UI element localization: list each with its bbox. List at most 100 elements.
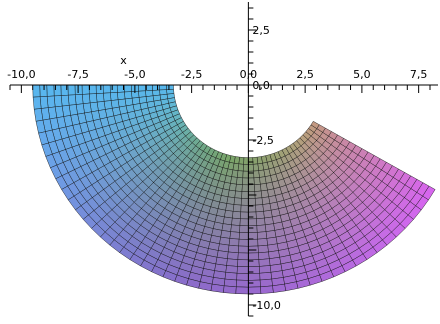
y-tick-label: 0,0 xyxy=(252,79,269,92)
surface-cell-341 xyxy=(240,204,249,213)
surface-cell-249 xyxy=(227,189,236,199)
surface-cell-90 xyxy=(152,84,160,91)
surface-cell-181 xyxy=(138,90,147,98)
surface-cell-295 xyxy=(233,197,242,206)
surface-cell-478 xyxy=(256,224,267,233)
surface-cell-899 xyxy=(422,185,436,201)
surface-cell-340 xyxy=(232,204,242,213)
y-tick-label: -2,5 xyxy=(252,134,273,147)
surface-cell-430 xyxy=(231,217,241,226)
surface-cell-163 xyxy=(253,177,261,185)
surface-cell-721 xyxy=(53,95,63,108)
surface-cell-208 xyxy=(254,183,262,192)
surface-cell-810 xyxy=(39,84,48,98)
x-tick-label: -5,0 xyxy=(124,68,145,81)
surface-cell-657 xyxy=(248,252,260,261)
surface-cell-476 xyxy=(239,225,249,233)
surface-cell-451 xyxy=(96,92,105,103)
surface-cell-655 xyxy=(227,251,239,260)
surface-cell-748 xyxy=(259,265,272,274)
surface-cell-540 xyxy=(81,84,90,95)
surface-cell-475 xyxy=(230,224,241,233)
surface-cell-746 xyxy=(236,266,249,274)
surface-cell-432 xyxy=(248,218,258,227)
surface-cell-837 xyxy=(248,279,261,288)
surface-cell-160 xyxy=(236,177,244,185)
surface-cell-270 xyxy=(123,84,132,93)
surface-cell-566 xyxy=(238,238,249,247)
surface-cell-613 xyxy=(257,244,269,254)
x-tick-label: -10,0 xyxy=(7,68,35,81)
surface-cell-0 xyxy=(166,84,174,90)
surface-cell-541 xyxy=(81,93,91,104)
surface-cell-838 xyxy=(259,278,273,288)
surface-cell-296 xyxy=(240,198,249,206)
surface-cell-431 xyxy=(239,218,249,227)
surface-cell-522 xyxy=(248,232,258,240)
surface-cell-611 xyxy=(238,245,249,254)
surface-cell-836 xyxy=(235,279,249,288)
surface-cell-25 xyxy=(238,156,245,165)
surface-cell-26 xyxy=(243,157,249,165)
surface-cell-766 xyxy=(46,95,56,108)
surface-cell-72 xyxy=(248,164,254,172)
surface-cell-496 xyxy=(89,93,98,104)
x-axis-ticks: -10,0 -7,5 -5,0 -2,5 0,0 2,5 5,0 7,5 xyxy=(7,68,431,93)
surface-cell-700 xyxy=(226,258,239,267)
surface-cell-386 xyxy=(240,211,249,220)
surface-cell-701 xyxy=(237,259,249,267)
surface-cell-658 xyxy=(258,251,270,260)
surface-cell-116 xyxy=(242,170,249,179)
surface-cell-565 xyxy=(228,238,240,247)
surface-cell-45 xyxy=(159,84,167,91)
surface-cell-161 xyxy=(242,177,249,186)
surface-cell-477 xyxy=(248,225,258,233)
x-tick-label: 7,5 xyxy=(410,68,428,81)
surface-cell-631 xyxy=(67,94,77,106)
surface-cell-405 xyxy=(102,84,111,94)
surface-cell-70 xyxy=(237,163,244,172)
surface-cell-271 xyxy=(124,91,133,100)
surface-cell-406 xyxy=(103,92,112,102)
surface-cell-180 xyxy=(138,84,146,92)
surface-cell-857 xyxy=(33,108,44,122)
surface-cell-811 xyxy=(39,96,49,109)
surface-cell-790 xyxy=(224,272,238,281)
surface-cell-610 xyxy=(227,244,239,254)
surface-cell-298 xyxy=(254,197,264,206)
surface-cell-250 xyxy=(234,190,243,199)
y-tick-label: 2,5 xyxy=(252,24,269,37)
surface-cell-765 xyxy=(46,84,55,97)
surface-cell-791 xyxy=(236,272,249,281)
surface-cell-316 xyxy=(117,91,126,101)
surface-cell-387 xyxy=(248,211,257,220)
surface-cell-297 xyxy=(248,198,256,206)
surface-cell-793 xyxy=(259,272,273,281)
surface-cell-835 xyxy=(223,278,237,288)
surface-cell-114 xyxy=(231,169,239,178)
surface-cell-856 xyxy=(32,96,42,110)
surface-cell-745 xyxy=(225,265,238,274)
surface-cell-117 xyxy=(248,170,255,179)
surface-cell-521 xyxy=(238,232,249,240)
surface-cell-159 xyxy=(230,176,238,185)
x-tick-label: -7,5 xyxy=(67,68,88,81)
surface-cell-567 xyxy=(248,238,259,247)
surface-cell-630 xyxy=(67,84,76,96)
surface-cell-71 xyxy=(242,164,249,172)
surface-cell-251 xyxy=(241,191,249,199)
surface-cell-385 xyxy=(232,211,242,220)
surface-mesh xyxy=(32,84,436,295)
surface-cell-206 xyxy=(241,184,249,192)
surface-cell-294 xyxy=(226,196,236,205)
y-axis-ticks: 2,5 0,0 -2,5 -10,0 xyxy=(248,7,281,317)
surface-cell-361 xyxy=(110,92,119,101)
surface-cell-656 xyxy=(237,252,249,261)
surface-cell-495 xyxy=(88,84,97,95)
surface-cell-520 xyxy=(229,231,240,240)
surface-cell-881 xyxy=(235,286,249,295)
surface-cell-884 xyxy=(272,283,287,293)
surface-cell-136 xyxy=(145,90,154,97)
surface-cell-676 xyxy=(60,94,70,107)
